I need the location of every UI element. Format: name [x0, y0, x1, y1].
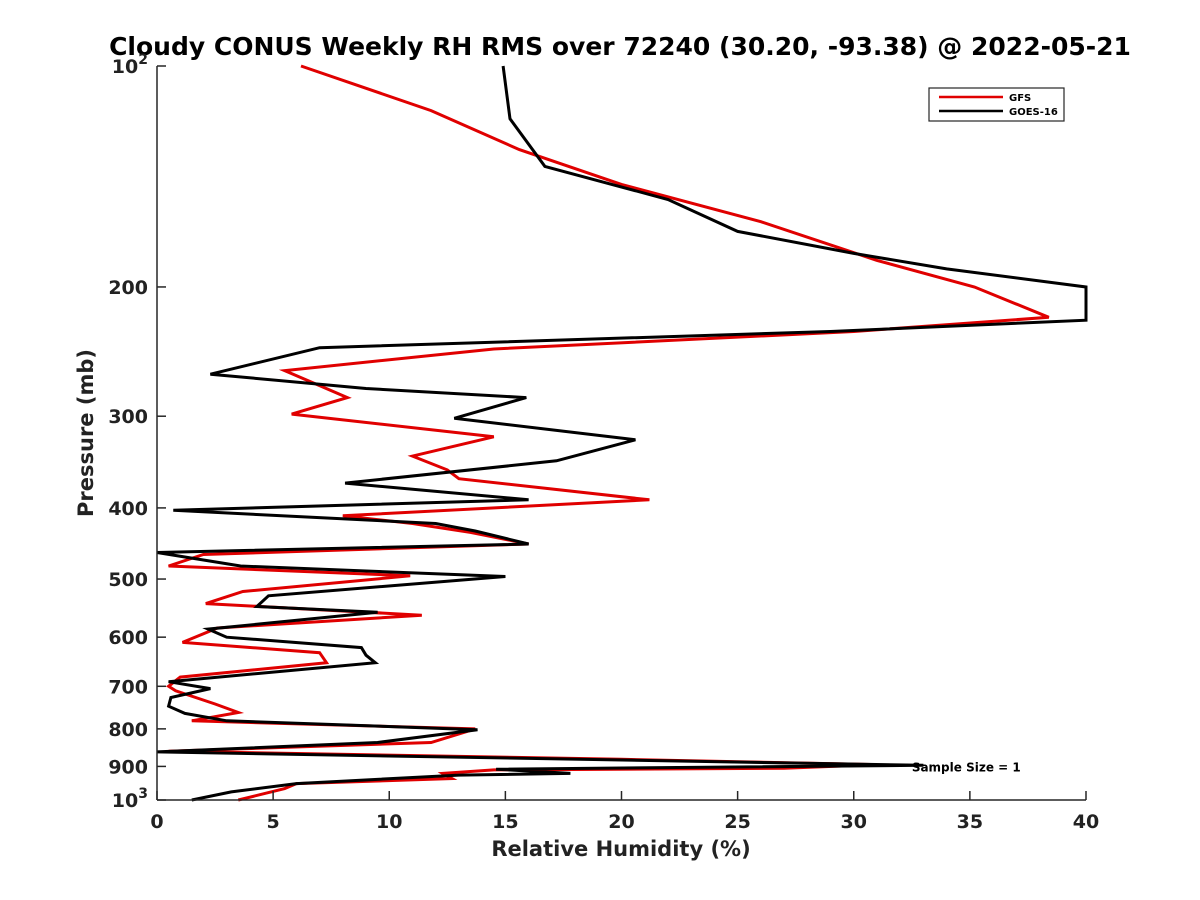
legend-box: [928, 87, 1065, 122]
sample-size-annotation: Sample Size = 1: [912, 760, 1021, 774]
x-axis-label: Relative Humidity (%): [491, 837, 750, 861]
x-tick-label: 40: [1073, 811, 1099, 833]
y-tick-label: 800: [108, 719, 148, 741]
x-tick-label: 25: [724, 811, 750, 833]
y-tick-label: 300: [108, 406, 148, 428]
chart-title: Cloudy CONUS Weekly RH RMS over 72240 (3…: [109, 32, 1131, 61]
y-axis-label: Pressure (mb): [74, 349, 98, 517]
y-tick-label: 200: [108, 277, 148, 299]
legend: GFS GOES-16: [928, 87, 1065, 122]
y-tick-label: 900: [108, 756, 148, 778]
x-tick-label: 10: [376, 811, 402, 833]
x-tick-label: 35: [957, 811, 983, 833]
x-axis-ticks: 0 5 10 15 20 25 30 35 40: [150, 791, 1099, 833]
y-tick-label: 700: [108, 676, 148, 698]
legend-label-gfs: GFS: [1009, 93, 1031, 104]
series-line-goes16: [156, 65, 1088, 802]
x-tick-label: 30: [841, 811, 867, 833]
y-tick-label: 500: [108, 569, 148, 591]
y-axis-ticks: 102 200 300 400 500 600 700 800 900 103: [108, 52, 166, 812]
y-tick-label: 400: [108, 498, 148, 520]
y-tick-label: 102: [112, 52, 148, 78]
series-lines: [156, 64, 1088, 802]
legend-label-goes16: GOES-16: [1009, 107, 1058, 118]
x-tick-label: 5: [267, 811, 280, 833]
y-tick-label: 600: [108, 627, 148, 649]
y-tick-label: 103: [112, 786, 148, 812]
x-tick-label: 0: [150, 811, 163, 833]
x-tick-label: 15: [492, 811, 518, 833]
x-tick-label: 20: [608, 811, 634, 833]
